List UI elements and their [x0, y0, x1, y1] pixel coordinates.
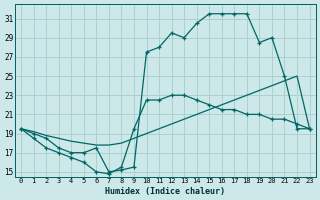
X-axis label: Humidex (Indice chaleur): Humidex (Indice chaleur)	[105, 187, 225, 196]
